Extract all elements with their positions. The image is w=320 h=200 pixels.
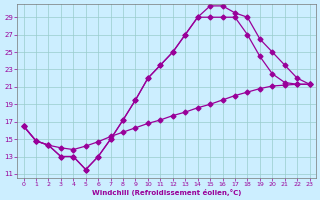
X-axis label: Windchill (Refroidissement éolien,°C): Windchill (Refroidissement éolien,°C) (92, 189, 241, 196)
